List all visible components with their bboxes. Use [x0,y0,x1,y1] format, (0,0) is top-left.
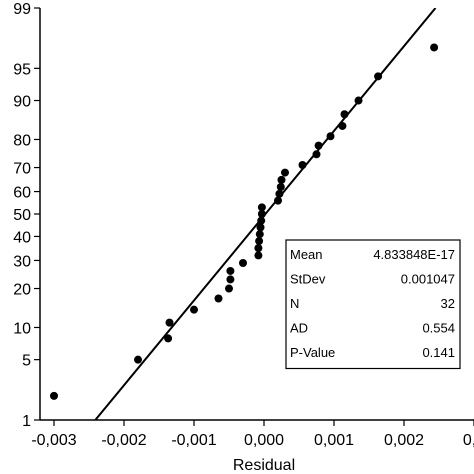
x-tick-label: 0,002 [384,432,424,449]
y-tick-label: 80 [13,132,31,149]
data-point [430,43,439,52]
data-point [338,121,347,130]
data-point [165,318,174,327]
y-tick-label: 30 [13,253,31,270]
data-point [276,182,285,191]
y-tick-label: 99 [13,1,31,18]
x-tick-label: -0,002 [101,432,146,449]
data-point [374,72,383,81]
stats-label: AD [290,321,308,336]
data-point [255,230,264,239]
x-tick-label: -0,001 [171,432,216,449]
y-tick-label: 95 [13,61,31,78]
stats-label: StDev [290,272,326,287]
x-tick-label: -0,003 [31,432,76,449]
y-tick-label: 20 [13,282,31,299]
data-point [134,355,142,364]
data-point [226,266,235,275]
y-tick-label: 10 [13,320,31,337]
data-point [257,216,266,225]
data-point [164,334,173,343]
data-point [354,96,363,105]
x-tick-label: 0,000 [244,432,284,449]
data-point [257,203,266,212]
stats-label: N [290,296,299,311]
data-point [312,150,321,159]
data-point [256,223,265,232]
data-point [275,189,284,198]
data-point [326,132,335,141]
data-point [226,275,235,284]
stats-label: P-Value [290,345,335,360]
y-tick-label: 70 [13,161,31,178]
data-point [255,237,264,246]
x-tick-label: 0,001 [314,432,354,449]
stats-value: 0.001047 [401,272,455,287]
y-tick-label: 90 [13,94,31,111]
data-point [239,259,247,268]
y-tick-label: 40 [13,229,31,246]
stats-value: 0.141 [422,345,455,360]
stats-value: 0.554 [422,321,455,336]
data-point [340,110,349,119]
data-point [298,160,307,169]
data-point [50,391,58,400]
stats-box: Mean 4.833848E-17 StDev 0.001047 N 32 AD 0.554 P… [285,239,461,370]
data-point [274,196,282,205]
y-tick-label: 5 [22,353,31,370]
data-point [314,141,323,150]
data-point [257,210,266,218]
data-point [214,294,223,303]
data-point [225,284,233,293]
data-point [190,305,198,314]
y-tick-label: 1 [22,413,31,430]
stats-box-frame [285,239,461,370]
stats-value: 4.833848E-17 [373,247,455,262]
y-tick-label: 50 [13,207,31,224]
x-axis-title: Residual [233,457,295,474]
x-tick-label: 0,0 [463,432,474,449]
data-point [254,244,263,253]
data-point [281,168,289,177]
stats-label: Mean [290,247,323,262]
data-point [254,251,263,260]
data-point [277,175,286,184]
y-tick-label: 60 [13,185,31,202]
stats-value: 32 [441,296,455,311]
